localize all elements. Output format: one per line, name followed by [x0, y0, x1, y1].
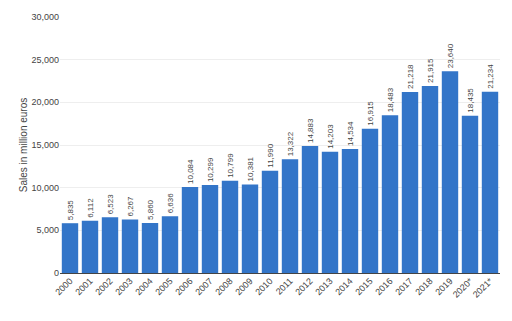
svg-text:15,000: 15,000 — [31, 140, 59, 150]
svg-text:2021*: 2021* — [471, 276, 495, 300]
svg-text:2019: 2019 — [433, 276, 454, 297]
svg-text:2007: 2007 — [193, 276, 214, 297]
svg-text:2013: 2013 — [313, 276, 334, 297]
svg-text:2003: 2003 — [113, 276, 134, 297]
svg-text:20,000: 20,000 — [31, 97, 59, 107]
svg-text:2012: 2012 — [293, 276, 314, 297]
svg-text:2015: 2015 — [353, 276, 374, 297]
svg-text:2020*: 2020* — [451, 276, 475, 300]
svg-text:5,000: 5,000 — [36, 225, 59, 235]
svg-text:6,636: 6,636 — [166, 193, 175, 214]
svg-text:2009: 2009 — [233, 276, 254, 297]
svg-text:14,883: 14,883 — [306, 118, 315, 143]
svg-text:10,299: 10,299 — [206, 157, 215, 182]
svg-text:14,203: 14,203 — [326, 124, 335, 149]
svg-text:2000: 2000 — [53, 276, 74, 297]
svg-text:30,000: 30,000 — [31, 12, 59, 22]
svg-text:2011: 2011 — [274, 276, 295, 297]
svg-text:13,322: 13,322 — [286, 131, 295, 156]
svg-text:2014: 2014 — [333, 276, 354, 297]
svg-text:2017: 2017 — [393, 276, 414, 297]
svg-text:16,915: 16,915 — [366, 101, 375, 126]
svg-text:18,483: 18,483 — [386, 87, 395, 112]
svg-text:2002: 2002 — [93, 276, 114, 297]
svg-text:2006: 2006 — [173, 276, 194, 297]
svg-text:14,534: 14,534 — [346, 121, 355, 146]
svg-text:25,000: 25,000 — [31, 55, 59, 65]
svg-text:10,381: 10,381 — [246, 156, 255, 181]
svg-text:10,000: 10,000 — [31, 183, 59, 193]
svg-text:2004: 2004 — [133, 276, 154, 297]
svg-text:18,435: 18,435 — [466, 88, 475, 113]
svg-text:10,799: 10,799 — [226, 153, 235, 178]
svg-text:2005: 2005 — [153, 276, 174, 297]
svg-text:21,234: 21,234 — [486, 64, 495, 89]
svg-text:10,084: 10,084 — [186, 159, 195, 184]
svg-text:5,835: 5,835 — [66, 200, 75, 221]
svg-text:11,990: 11,990 — [266, 143, 275, 167]
svg-text:2001: 2001 — [73, 276, 94, 297]
svg-text:6,112: 6,112 — [86, 198, 95, 218]
svg-text:Sales in million euros: Sales in million euros — [18, 98, 29, 193]
svg-text:2010: 2010 — [253, 276, 274, 297]
svg-text:6,267: 6,267 — [126, 196, 135, 217]
svg-text:2018: 2018 — [413, 276, 434, 297]
svg-text:23,640: 23,640 — [446, 43, 455, 68]
svg-text:6,523: 6,523 — [106, 194, 115, 215]
svg-text:0: 0 — [54, 268, 59, 278]
svg-text:2016: 2016 — [373, 276, 394, 297]
svg-text:21,218: 21,218 — [406, 64, 415, 89]
svg-text:5,860: 5,860 — [146, 199, 155, 220]
svg-text:2008: 2008 — [213, 276, 234, 297]
svg-text:21,915: 21,915 — [426, 58, 435, 83]
